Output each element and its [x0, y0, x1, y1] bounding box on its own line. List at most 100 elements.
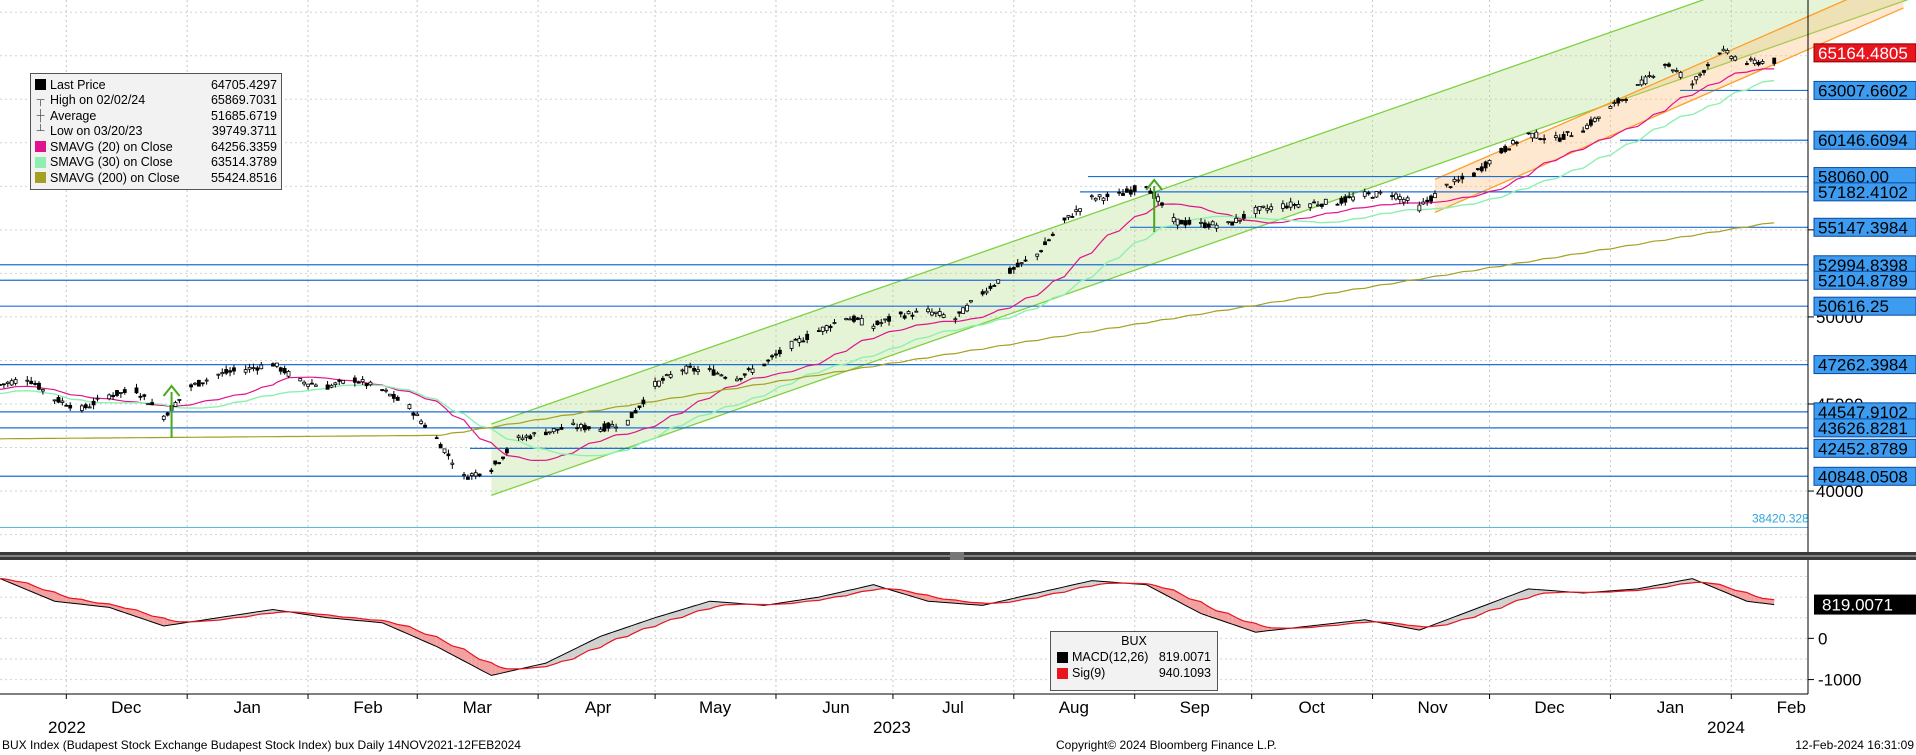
- candle-body: [824, 325, 829, 331]
- macd-fill: [1746, 592, 1751, 602]
- candle-body: [848, 318, 852, 321]
- candle-body: [1667, 63, 1671, 67]
- macd-fill: [167, 619, 172, 626]
- candle-body: [1253, 206, 1258, 214]
- candle-body: [738, 377, 743, 380]
- level-tag-label: 60146.6094: [1818, 131, 1908, 150]
- macd-fill: [631, 624, 636, 635]
- candle-body: [762, 363, 767, 367]
- candle-body: [111, 394, 115, 398]
- candle-body: [614, 426, 618, 429]
- candle-body: [1160, 202, 1164, 206]
- candle-body: [56, 397, 61, 403]
- macd-y-tick-label: -1000: [1818, 671, 1861, 690]
- candle-body: [1624, 99, 1628, 101]
- candle-body: [1039, 250, 1044, 253]
- candle-body: [1647, 75, 1652, 77]
- macd-legend[interactable]: BUX MACD(12,26) 819.0071 Sig(9) 940.1093: [1050, 631, 1218, 691]
- macd-fill: [417, 630, 422, 640]
- level-tag: [1813, 418, 1916, 438]
- macd-fill: [577, 645, 582, 657]
- macd-panel: [0, 578, 1775, 676]
- panel-separator[interactable]: [0, 552, 1916, 560]
- candle-body: [79, 405, 84, 411]
- macd-fill: [1181, 594, 1186, 606]
- candle-body: [980, 291, 985, 295]
- candle-body: [1433, 193, 1437, 199]
- candle-body: [1370, 196, 1375, 199]
- macd-fill: [1080, 580, 1092, 588]
- level-tag: [1813, 182, 1916, 202]
- candle-body: [930, 311, 934, 316]
- candle-body: [937, 311, 942, 316]
- candle-body: [816, 330, 821, 332]
- candle-body: [777, 349, 782, 355]
- macd-fill: [70, 598, 82, 605]
- candle-body: [255, 367, 260, 371]
- candle-body: [1557, 137, 1562, 142]
- candle-body: [5, 381, 10, 384]
- candle-body: [1596, 116, 1601, 119]
- legend-value: 51685.6719: [210, 108, 277, 123]
- candle-body: [1460, 175, 1465, 180]
- candle-body: [1316, 204, 1320, 207]
- candle-body: [1101, 197, 1106, 201]
- macd-fill: [1719, 584, 1724, 592]
- candle-body: [547, 431, 552, 434]
- legend-swatch: [35, 79, 46, 91]
- candle-body: [1534, 131, 1539, 139]
- candle-body: [1023, 259, 1028, 262]
- legend-row: ┼ Average 51685.6719: [35, 108, 277, 124]
- candle-body: [1261, 205, 1266, 208]
- candle-body: [1569, 135, 1574, 138]
- candle-body: [83, 404, 88, 409]
- candle-body: [200, 382, 205, 385]
- candle-body: [1296, 204, 1301, 208]
- candle-body: [333, 382, 338, 386]
- candle-body: [696, 369, 700, 373]
- macd-value-tag: [1814, 594, 1916, 615]
- legend-label: Last Price: [50, 77, 106, 92]
- candle-body: [1401, 198, 1406, 203]
- candle-body: [278, 367, 283, 372]
- candle-body: [1199, 221, 1203, 224]
- x-month-label: Jan: [233, 698, 260, 717]
- macd-fill: [1243, 621, 1256, 633]
- macd-fill: [1236, 617, 1240, 627]
- candle-body: [801, 340, 806, 343]
- candle-body: [505, 448, 509, 454]
- macd-fill: [1232, 615, 1237, 626]
- legend-swatch: [35, 156, 46, 168]
- level-tag: [1813, 270, 1916, 290]
- grid-lines: [0, 0, 1808, 694]
- footer-security-description: BUX Index (Budapest Stock Exchange Budap…: [2, 738, 521, 752]
- candle-body: [228, 370, 232, 373]
- candle-body: [391, 394, 396, 399]
- candle-body: [1121, 193, 1125, 196]
- candle-body: [477, 473, 482, 477]
- candle-body: [625, 419, 630, 426]
- x-month-label: Dec: [1534, 698, 1565, 717]
- candle-body: [707, 368, 712, 370]
- macd-fill: [1212, 608, 1217, 619]
- macd-fill: [475, 656, 480, 670]
- candle-body: [1335, 203, 1340, 206]
- candle-body: [1128, 189, 1133, 195]
- macd-fill: [140, 611, 145, 620]
- macd-fill: [584, 642, 589, 653]
- candle-body: [715, 372, 720, 375]
- candle-body: [1756, 61, 1761, 66]
- candle-body: [1366, 192, 1371, 195]
- candle-body: [528, 435, 533, 440]
- candle-body: [1210, 221, 1215, 226]
- candle-body: [1635, 84, 1640, 86]
- macd-fill: [709, 601, 714, 609]
- level-tag-label: 58060.00: [1818, 168, 1889, 187]
- candle-body: [204, 379, 209, 382]
- signal-label: Sig(9): [1072, 666, 1106, 680]
- macd-fill: [148, 614, 153, 622]
- candle-body: [1171, 217, 1176, 223]
- price-legend[interactable]: Last Price 64705.4297 ┬ High on 02/02/24 658…: [30, 73, 282, 190]
- legend-value: 39749.3711: [211, 124, 277, 139]
